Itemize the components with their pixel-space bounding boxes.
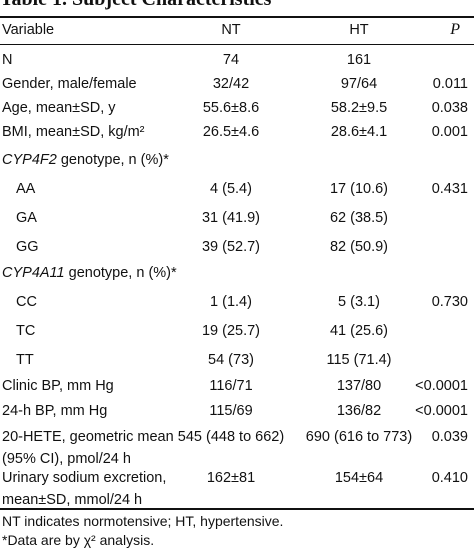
footnote-chi-square: *Data are by χ² analysis. (2, 532, 155, 548)
cell-ht: 97/64 (340, 76, 378, 92)
cell-ht: 154±64 (334, 470, 384, 486)
cell-nt: 1 (1.4) (210, 294, 252, 310)
cell-variable: Gender, male/female (2, 76, 137, 92)
cell-p: 0.410 (431, 470, 468, 486)
header-ht: HT (349, 22, 369, 38)
cell-nt: 39 (52.7) (201, 239, 261, 255)
cell-variable: Clinic BP, mm Hg (2, 378, 114, 394)
top-rule (0, 16, 474, 18)
cell-p: 0.730 (431, 294, 468, 310)
cell-ht: 17 (10.6) (329, 181, 389, 197)
table-row: Gender, male/female 32/42 97/64 0.011 (0, 73, 474, 95)
cell-p: <0.0001 (415, 403, 468, 419)
table-row: Clinic BP, mm Hg 116/71 137/80 <0.0001 (0, 375, 474, 397)
cell-ht: 5 (3.1) (338, 294, 380, 310)
cell-variable: GA (16, 210, 37, 226)
cell-ht: 137/80 (336, 378, 382, 394)
cell-variable: AA (16, 181, 36, 197)
cell-p: <0.0001 (415, 378, 468, 394)
header-variable: Variable (2, 22, 55, 38)
table-row: N 74 161 (0, 49, 474, 71)
table-row: Age, mean±SD, y 55.6±8.6 58.2±9.5 0.038 (0, 97, 474, 119)
cell-variable: 24-h BP, mm Hg (2, 403, 108, 419)
cell-nt: 162±81 (206, 470, 256, 486)
table-row: AA 4 (5.4) 17 (10.6) 0.431 (0, 178, 474, 200)
cell-nt: 26.5±4.6 (202, 124, 260, 140)
cell-nt: 74 (222, 52, 240, 68)
cell-ht: 62 (38.5) (329, 210, 389, 226)
header-p: P (450, 21, 460, 38)
table-row: TC 19 (25.7) 41 (25.6) (0, 320, 474, 342)
footnote-abbrev: NT indicates normotensive; HT, hypertens… (2, 513, 284, 529)
cell-nt: 4 (5.4) (210, 181, 252, 197)
table-row: TT 54 (73) 115 (71.4) (0, 349, 474, 371)
table-row: CYP4A11 genotype, n (%)* (0, 262, 474, 284)
cell-ht: 28.6±4.1 (330, 124, 388, 140)
cell-nt: 19 (25.7) (201, 323, 261, 339)
cell-nt: 54 (73) (208, 352, 254, 368)
table-row: 24-h BP, mm Hg 115/69 136/82 <0.0001 (0, 400, 474, 422)
cell-nt: 55.6±8.6 (202, 100, 260, 116)
table-row: BMI, mean±SD, kg/m² 26.5±4.6 28.6±4.1 0.… (0, 121, 474, 143)
cell-p: 0.011 (432, 76, 468, 92)
cell-ht: 136/82 (336, 403, 382, 419)
table-row: GG 39 (52.7) 82 (50.9) (0, 236, 474, 258)
table-row: GA 31 (41.9) 62 (38.5) (0, 207, 474, 229)
cell-variable: TC (16, 323, 36, 339)
cell-p: 0.039 (431, 429, 468, 445)
cell-ht: 41 (25.6) (329, 323, 389, 339)
cell-variable: CYP4F2 genotype, n (%)* (2, 149, 169, 171)
header-rule (0, 44, 474, 45)
cell-ht: 115 (71.4) (326, 352, 392, 368)
header-nt: NT (221, 22, 241, 38)
cell-nt: 116/71 (209, 378, 253, 394)
bottom-rule (0, 508, 474, 510)
table-row: CC 1 (1.4) 5 (3.1) 0.730 (0, 291, 474, 313)
cell-variable: CC (16, 294, 37, 310)
gene-name: CYP4A11 (2, 265, 65, 281)
cell-variable: Urinary sodium excretion, (2, 470, 167, 486)
table-caption: Table 1. Subject Characteristics (0, 0, 474, 14)
cell-nt: 545 (448 to 662) (177, 429, 285, 445)
cell-variable: 20-HETE, geometric mean (2, 429, 174, 445)
cell-ht: 690 (616 to 773) (305, 429, 413, 445)
table-caption-text: Table 1. Subject Characteristics (0, 0, 271, 11)
cell-ht: 58.2±9.5 (330, 100, 388, 116)
cell-variable: BMI, mean±SD, kg/m² (2, 124, 145, 140)
group-label: genotype, n (%)* (56, 152, 169, 168)
cell-nt: 32/42 (212, 76, 250, 92)
cell-p: 0.431 (431, 181, 468, 197)
cell-nt: 31 (41.9) (201, 210, 261, 226)
group-label: genotype, n (%)* (64, 265, 177, 281)
cell-p: 0.038 (431, 100, 468, 116)
cell-variable-line2: (95% CI), pmol/24 h (2, 451, 131, 467)
cell-nt: 115/69 (209, 403, 253, 419)
table-row: CYP4F2 genotype, n (%)* (0, 149, 474, 171)
cell-variable: N (2, 52, 13, 68)
gene-name: CYP4F2 (2, 152, 57, 168)
table-row: Urinary sodium excretion, mean±SD, mmol/… (0, 467, 474, 508)
cell-ht: 161 (346, 52, 372, 68)
cell-variable: CYP4A11 genotype, n (%)* (2, 262, 177, 284)
cell-variable: TT (16, 352, 34, 368)
cell-ht: 82 (50.9) (329, 239, 389, 255)
cell-variable: GG (16, 239, 39, 255)
table-row: 20-HETE, geometric mean (95% CI), pmol/2… (0, 426, 474, 467)
cell-p: 0.001 (431, 124, 468, 140)
cell-variable: Age, mean±SD, y (2, 100, 116, 116)
cell-variable-line2: mean±SD, mmol/24 h (2, 492, 143, 508)
